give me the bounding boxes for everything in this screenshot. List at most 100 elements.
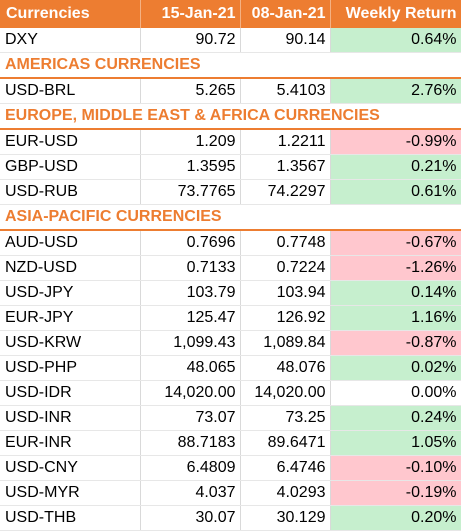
weekly-return-cell: 0.61%: [330, 179, 461, 205]
weekly-return-cell: 0.64%: [330, 28, 461, 53]
currency-pair-cell: NZD-USD: [0, 255, 141, 281]
weekly-return-cell: 0.21%: [330, 154, 461, 180]
value-date-1-cell: 1.209: [140, 129, 241, 155]
value-date-2-cell: 90.14: [240, 28, 331, 53]
value-date-2-cell: 89.6471: [240, 430, 331, 456]
currency-pair-cell: USD-RUB: [0, 179, 141, 205]
table-row: USD-INR 73.07 73.25 0.24%: [0, 405, 461, 431]
currency-pair-cell: EUR-JPY: [0, 305, 141, 331]
currency-pair-cell: USD-PHP: [0, 355, 141, 381]
currency-pair-cell: USD-CNY: [0, 455, 141, 481]
value-date-1-cell: 125.47: [140, 305, 241, 331]
currency-pair-cell: USD-JPY: [0, 280, 141, 306]
section-header-row: AMERICAS CURRENCIES: [0, 52, 461, 79]
value-date-1-cell: 5.265: [140, 78, 241, 104]
section-label: AMERICAS CURRENCIES: [0, 52, 461, 79]
weekly-return-cell: -1.26%: [330, 255, 461, 281]
weekly-return-cell: -0.10%: [330, 455, 461, 481]
currency-pair-cell: USD-BRL: [0, 78, 141, 104]
value-date-2-cell: 48.076: [240, 355, 331, 381]
weekly-return-cell: -0.19%: [330, 480, 461, 506]
header-date-2: 08-Jan-21: [240, 0, 331, 28]
value-date-1-cell: 73.7765: [140, 179, 241, 205]
table-row: EUR-JPY 125.47 126.92 1.16%: [0, 305, 461, 331]
currency-pair-cell: USD-MYR: [0, 480, 141, 506]
value-date-1-cell: 14,020.00: [140, 380, 241, 406]
value-date-1-cell: 103.79: [140, 280, 241, 306]
table-row: USD-MYR 4.037 4.0293 -0.19%: [0, 480, 461, 506]
table-row: USD-JPY 103.79 103.94 0.14%: [0, 280, 461, 306]
value-date-2-cell: 126.92: [240, 305, 331, 331]
value-date-1-cell: 4.037: [140, 480, 241, 506]
value-date-1-cell: 0.7696: [140, 230, 241, 256]
value-date-1-cell: 73.07: [140, 405, 241, 431]
value-date-1-cell: 48.065: [140, 355, 241, 381]
table-row: USD-RUB 73.7765 74.2297 0.61%: [0, 179, 461, 205]
table-row: USD-BRL 5.265 5.4103 2.76%: [0, 78, 461, 104]
table-row: USD-KRW 1,099.43 1,089.84 -0.87%: [0, 330, 461, 356]
currency-pair-cell: USD-INR: [0, 405, 141, 431]
value-date-2-cell: 0.7224: [240, 255, 331, 281]
weekly-return-cell: 0.02%: [330, 355, 461, 381]
table-row: DXY 90.72 90.14 0.64%: [0, 28, 461, 53]
weekly-return-cell: 2.76%: [330, 78, 461, 104]
currency-pair-cell: EUR-USD: [0, 129, 141, 155]
header-currencies: Currencies: [0, 0, 141, 28]
table-row: USD-CNY 6.4809 6.4746 -0.10%: [0, 455, 461, 481]
value-date-1-cell: 6.4809: [140, 455, 241, 481]
weekly-return-cell: -0.67%: [330, 230, 461, 256]
value-date-1-cell: 88.7183: [140, 430, 241, 456]
value-date-1-cell: 0.7133: [140, 255, 241, 281]
weekly-return-cell: -0.87%: [330, 330, 461, 356]
table-row: USD-PHP 48.065 48.076 0.02%: [0, 355, 461, 381]
header-row: Currencies 15-Jan-21 08-Jan-21 Weekly Re…: [0, 0, 461, 28]
value-date-2-cell: 1,089.84: [240, 330, 331, 356]
table-row: EUR-USD 1.209 1.2211 -0.99%: [0, 129, 461, 155]
table-row: EUR-INR 88.7183 89.6471 1.05%: [0, 430, 461, 456]
value-date-1-cell: 30.07: [140, 505, 241, 531]
weekly-return-cell: 0.24%: [330, 405, 461, 431]
value-date-2-cell: 1.3567: [240, 154, 331, 180]
value-date-2-cell: 30.129: [240, 505, 331, 531]
weekly-return-cell: 1.16%: [330, 305, 461, 331]
currency-pair-cell: DXY: [0, 28, 141, 53]
weekly-return-cell: 0.20%: [330, 505, 461, 531]
weekly-return-cell: 0.00%: [330, 380, 461, 406]
value-date-2-cell: 6.4746: [240, 455, 331, 481]
table-header: Currencies 15-Jan-21 08-Jan-21 Weekly Re…: [0, 0, 461, 28]
header-weekly-return: Weekly Return: [330, 0, 461, 28]
value-date-2-cell: 0.7748: [240, 230, 331, 256]
value-date-2-cell: 73.25: [240, 405, 331, 431]
currency-pair-cell: AUD-USD: [0, 230, 141, 256]
table-row: AUD-USD 0.7696 0.7748 -0.67%: [0, 230, 461, 256]
value-date-2-cell: 74.2297: [240, 179, 331, 205]
currency-pair-cell: EUR-INR: [0, 430, 141, 456]
table-row: USD-THB 30.07 30.129 0.20%: [0, 505, 461, 531]
value-date-2-cell: 4.0293: [240, 480, 331, 506]
currency-pair-cell: GBP-USD: [0, 154, 141, 180]
section-label: EUROPE, MIDDLE EAST & AFRICA CURRENCIES: [0, 103, 461, 130]
value-date-2-cell: 5.4103: [240, 78, 331, 104]
value-date-1-cell: 1,099.43: [140, 330, 241, 356]
header-date-1: 15-Jan-21: [140, 0, 241, 28]
currency-pair-cell: USD-IDR: [0, 380, 141, 406]
table-row: GBP-USD 1.3595 1.3567 0.21%: [0, 154, 461, 180]
table-body: DXY 90.72 90.14 0.64% AMERICAS CURRENCIES USD…: [0, 28, 461, 531]
currency-pair-cell: USD-KRW: [0, 330, 141, 356]
value-date-2-cell: 1.2211: [240, 129, 331, 155]
section-header-row: EUROPE, MIDDLE EAST & AFRICA CURRENCIES: [0, 103, 461, 130]
currency-pair-cell: USD-THB: [0, 505, 141, 531]
section-header-row: ASIA-PACIFIC CURRENCIES: [0, 204, 461, 231]
weekly-return-cell: -0.99%: [330, 129, 461, 155]
value-date-1-cell: 90.72: [140, 28, 241, 53]
section-label: ASIA-PACIFIC CURRENCIES: [0, 204, 461, 231]
table-row: USD-IDR 14,020.00 14,020.00 0.00%: [0, 380, 461, 406]
value-date-2-cell: 103.94: [240, 280, 331, 306]
weekly-return-cell: 1.05%: [330, 430, 461, 456]
value-date-1-cell: 1.3595: [140, 154, 241, 180]
value-date-2-cell: 14,020.00: [240, 380, 331, 406]
table-row: NZD-USD 0.7133 0.7224 -1.26%: [0, 255, 461, 281]
weekly-return-cell: 0.14%: [330, 280, 461, 306]
